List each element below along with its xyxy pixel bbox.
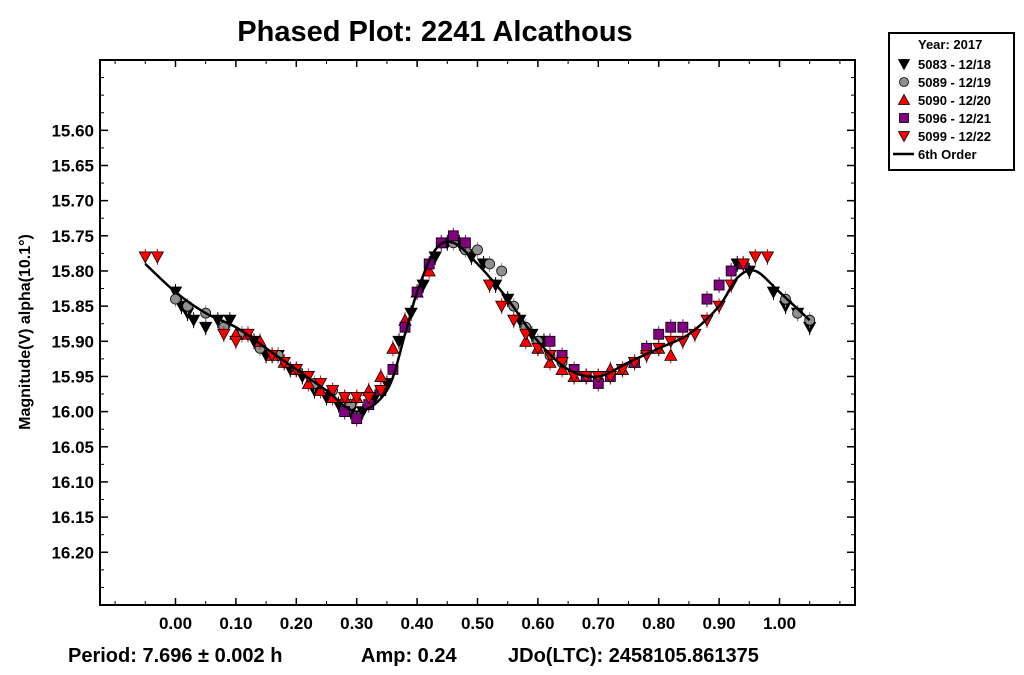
data-point xyxy=(713,279,725,291)
data-point xyxy=(494,300,509,313)
legend-marker xyxy=(897,93,911,105)
legend-box xyxy=(888,32,1015,171)
x-tick-label: 0.90 xyxy=(703,614,736,633)
data-point xyxy=(725,265,737,277)
legend-marker xyxy=(897,59,911,71)
data-point xyxy=(351,413,363,425)
y-tick-label: 16.00 xyxy=(51,403,94,422)
x-tick-label: 0.60 xyxy=(521,614,554,633)
data-point xyxy=(507,314,521,328)
data-point xyxy=(482,279,497,292)
legend: Year: 2017 5083 - 12/18 5089 - 12/19 5090 … xyxy=(888,32,1015,171)
x-tick-label: 0.30 xyxy=(340,614,373,633)
data-point xyxy=(665,321,677,333)
legend-item: 6th Order xyxy=(893,147,977,162)
y-tick-label: 16.20 xyxy=(51,543,94,562)
data-point xyxy=(337,392,352,405)
data-point xyxy=(677,321,689,333)
y-tick-label: 16.15 xyxy=(51,508,94,527)
legend-item: 5090 - 12/20 xyxy=(897,93,991,108)
y-tick-label: 15.80 xyxy=(51,262,94,281)
legend-label: 5089 - 12/19 xyxy=(918,75,991,90)
x-tick-label: 0.10 xyxy=(219,614,252,633)
legend-label: 6th Order xyxy=(918,147,977,162)
x-tick-label: 1.00 xyxy=(763,614,796,633)
x-tick-label: 0.00 xyxy=(159,614,192,633)
y-axis: 15.60 15.65 15.70 15.75 15.80 15.85 15.90 15.95… xyxy=(51,77,855,588)
y-tick-label: 16.05 xyxy=(51,438,94,457)
legend-label: 5099 - 12/22 xyxy=(918,129,991,144)
data-point xyxy=(664,348,678,361)
legend-item: 5083 - 12/18 xyxy=(897,57,991,72)
data-point xyxy=(350,392,364,405)
x-tick-label: 0.40 xyxy=(401,614,434,633)
data-point xyxy=(496,265,508,277)
fit-curve-6th-order xyxy=(144,240,811,413)
data-point xyxy=(472,244,483,256)
x-tick-label: 0.50 xyxy=(461,614,494,633)
data-point xyxy=(519,328,533,342)
data-point xyxy=(760,251,775,264)
data-point xyxy=(150,251,165,264)
plot-area xyxy=(138,227,817,427)
legend-item: 5089 - 12/19 xyxy=(899,75,991,90)
legend-label: 5090 - 12/20 xyxy=(918,93,991,108)
data-point xyxy=(229,335,243,349)
x-tick-label: 0.80 xyxy=(642,614,675,633)
y-axis-label: Magnitude(V) alpha(10.1°) xyxy=(17,234,34,430)
legend-marker xyxy=(899,113,909,123)
x-tick-label: 0.70 xyxy=(582,614,615,633)
data-point xyxy=(460,237,471,249)
legend-items: 5083 - 12/18 5089 - 12/19 5090 - 12/20 5096… xyxy=(893,57,991,162)
data-point xyxy=(374,369,388,382)
legend-marker xyxy=(897,131,911,143)
legend-marker xyxy=(899,77,909,87)
data-point xyxy=(736,258,750,271)
data-point xyxy=(223,314,237,328)
data-point xyxy=(325,385,340,398)
data-point xyxy=(484,258,495,270)
y-tick-label: 16.10 xyxy=(51,473,94,492)
x-tick-label: 0.20 xyxy=(280,614,313,633)
data-point xyxy=(748,251,763,264)
y-tick-label: 15.65 xyxy=(51,156,94,175)
footer-amplitude: Amp: 0.24 xyxy=(361,645,457,667)
legend-label: 5096 - 12/21 xyxy=(918,111,991,126)
data-point xyxy=(186,314,201,328)
data-point xyxy=(653,328,665,340)
footer-epoch: JDo(LTC): 2458105.861375 xyxy=(508,645,759,667)
legend-label: 5083 - 12/18 xyxy=(918,57,991,72)
data-point xyxy=(362,392,376,405)
data-point xyxy=(138,251,152,264)
data-point xyxy=(199,321,213,335)
data-point xyxy=(374,385,388,398)
data-point xyxy=(701,293,713,305)
footer-period: Period: 7.696 ± 0.002 h xyxy=(68,645,282,667)
chart-title: Phased Plot: 2241 Alcathous xyxy=(237,16,632,48)
y-tick-label: 15.90 xyxy=(51,332,94,351)
data-point xyxy=(386,341,400,354)
data-point xyxy=(544,335,556,347)
data-point xyxy=(217,328,231,342)
legend-title: Year: 2017 xyxy=(918,37,982,52)
y-tick-label: 15.75 xyxy=(51,227,94,246)
plot-frame xyxy=(99,59,856,606)
y-tick-label: 15.85 xyxy=(51,297,94,316)
y-tick-label: 15.95 xyxy=(51,367,94,386)
x-axis: 0.00 0.10 0.20 0.30 0.40 0.50 0.60 0.70 0.80 0.90… xyxy=(114,60,841,633)
data-point xyxy=(447,230,459,242)
y-tick-label: 15.70 xyxy=(51,192,94,211)
y-tick-label: 15.60 xyxy=(51,121,94,140)
legend-item: 5099 - 12/22 xyxy=(897,129,991,144)
legend-item: 5096 - 12/21 xyxy=(899,111,991,126)
data-point xyxy=(170,293,181,305)
